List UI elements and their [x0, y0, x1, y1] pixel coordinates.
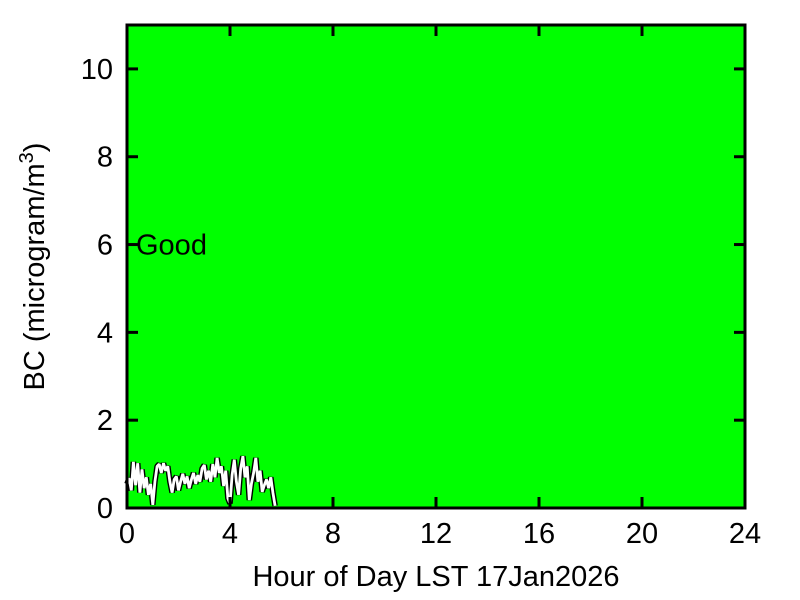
y-tick-label: 10: [81, 54, 113, 86]
x-tick-label: 20: [626, 518, 658, 550]
x-axis-label: Hour of Day LST 17Jan2026: [252, 561, 619, 593]
y-tick-label: 2: [97, 405, 113, 437]
y-axis-label: BC (microgram/m3): [16, 143, 51, 391]
y-tick-label: 0: [97, 493, 113, 525]
y-tick-label: 8: [97, 142, 113, 174]
x-tick-label: 16: [523, 518, 555, 550]
data-line: [125, 455, 277, 507]
x-tick-label: 24: [729, 518, 761, 550]
x-tick-label: 12: [420, 518, 452, 550]
x-tick-label: 4: [222, 518, 238, 550]
x-tick-label: 0: [119, 518, 135, 550]
y-tick-label: 4: [97, 317, 113, 349]
plot-area: [127, 25, 745, 508]
annotation-good: Good: [136, 230, 207, 262]
y-tick-label: 6: [97, 230, 113, 262]
x-tick-label: 8: [325, 518, 341, 550]
